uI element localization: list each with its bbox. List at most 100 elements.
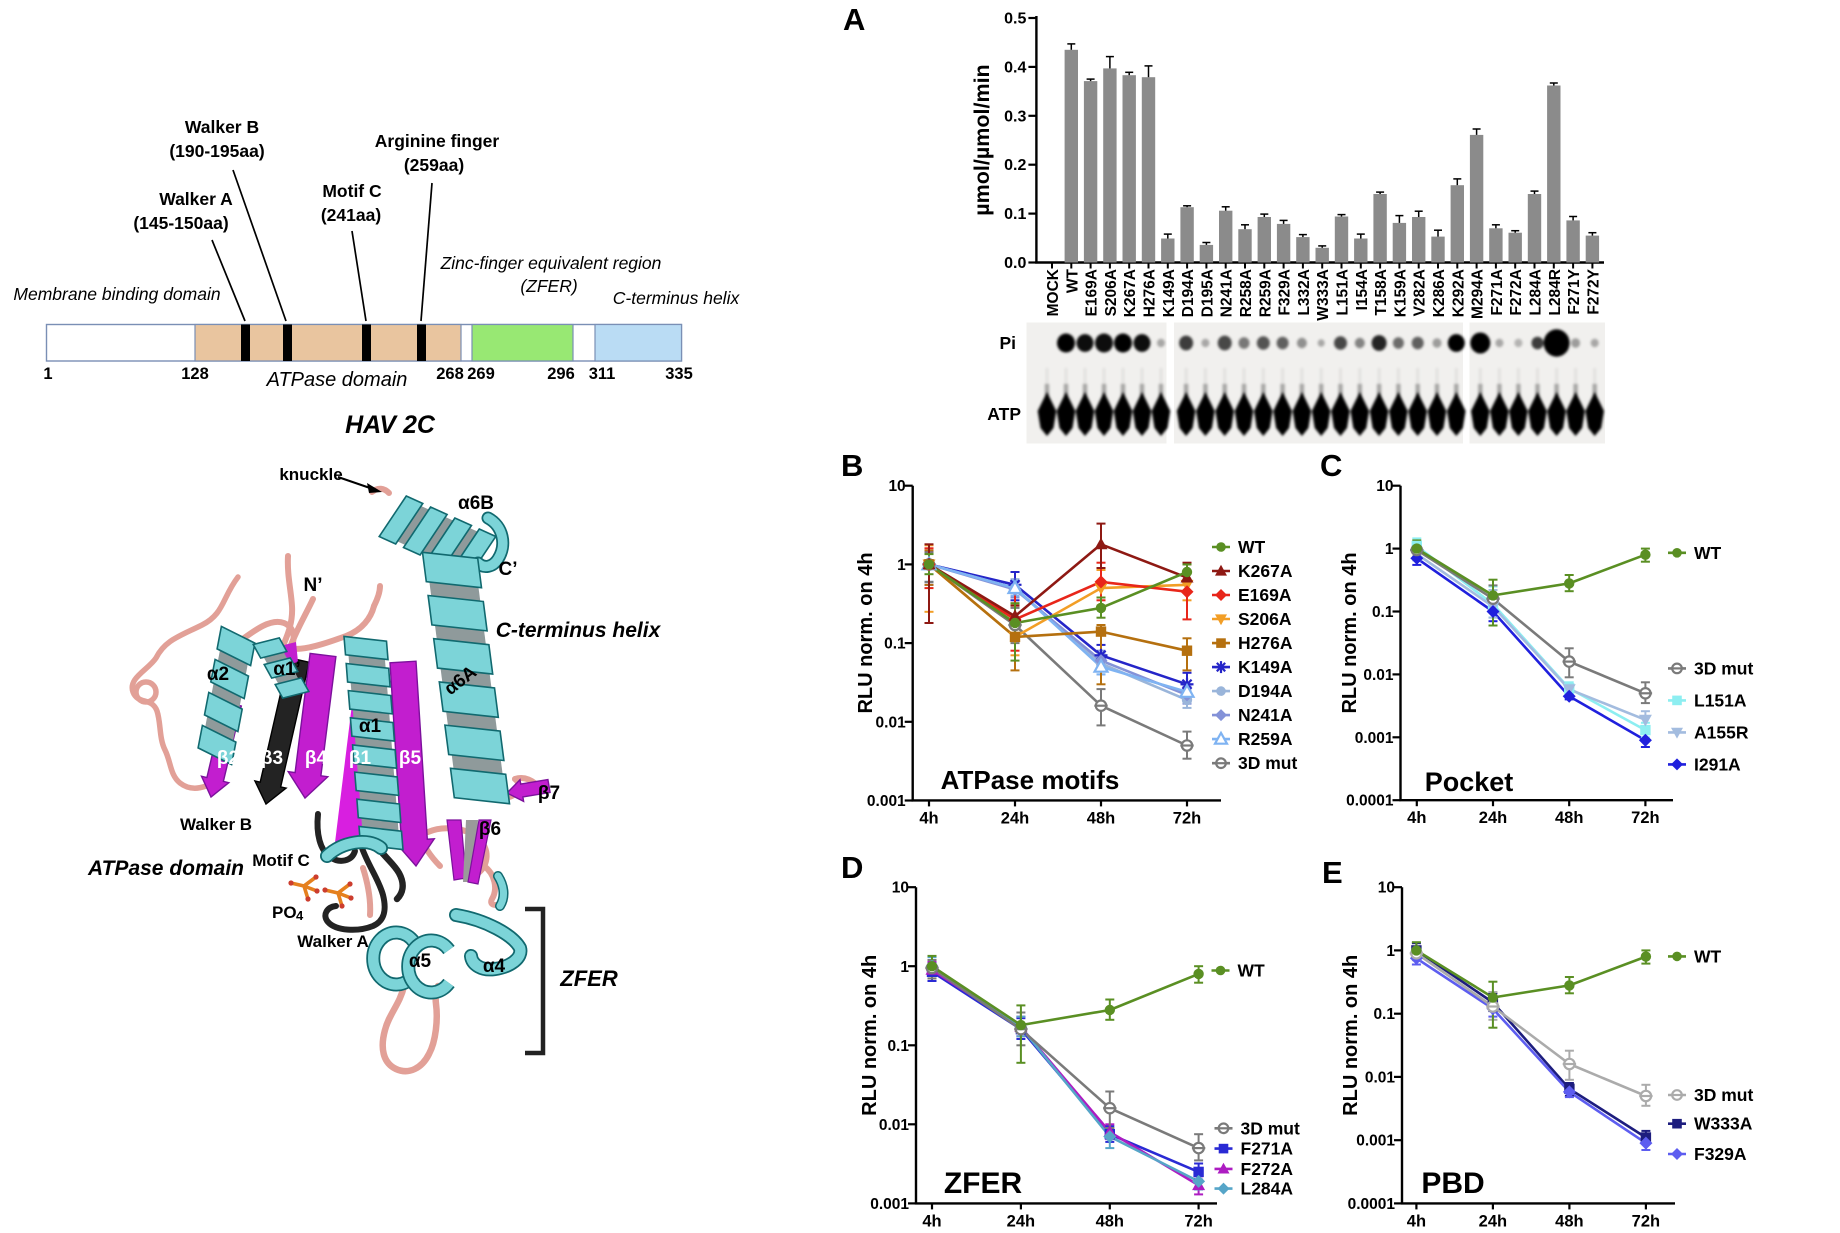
svg-text:I291A: I291A	[1694, 754, 1741, 774]
svg-text:K267A: K267A	[1238, 561, 1293, 581]
svg-text:RLU norm. on 4h: RLU norm. on 4h	[859, 955, 881, 1116]
svg-text:K159A: K159A	[1392, 269, 1409, 317]
svg-text:K149A: K149A	[1238, 657, 1293, 677]
svg-text:F271Y: F271Y	[1566, 268, 1583, 314]
svg-text:72h: 72h	[1631, 809, 1659, 827]
svg-text:F272A: F272A	[1241, 1159, 1294, 1179]
svg-text:24h: 24h	[1479, 1212, 1507, 1230]
svg-text:1: 1	[897, 557, 906, 574]
svg-text:48h: 48h	[1555, 1212, 1583, 1230]
svg-text:RLU norm. on 4h: RLU norm. on 4h	[1340, 955, 1362, 1116]
svg-text:A155R: A155R	[1694, 722, 1749, 742]
svg-text:72h: 72h	[1173, 809, 1201, 827]
svg-text:0.001: 0.001	[1355, 730, 1394, 747]
svg-text:D194A: D194A	[1180, 269, 1197, 317]
svg-text:β6: β6	[479, 819, 501, 840]
svg-text:N241A: N241A	[1219, 269, 1236, 317]
svg-text:311: 311	[589, 365, 616, 383]
svg-text:H276A: H276A	[1142, 269, 1159, 317]
svg-text:ZFER: ZFER	[559, 966, 618, 991]
svg-text:D: D	[841, 850, 863, 885]
svg-text:R259A: R259A	[1238, 729, 1293, 749]
svg-text:E: E	[1322, 855, 1343, 890]
svg-text:0.001: 0.001	[867, 793, 906, 810]
svg-text:knuckle: knuckle	[279, 465, 342, 484]
svg-text:L284R: L284R	[1547, 269, 1564, 316]
svg-text:β3: β3	[261, 748, 283, 769]
svg-text:0.01: 0.01	[876, 714, 907, 731]
svg-text:PBD: PBD	[1421, 1167, 1484, 1200]
svg-text:Zinc-finger equivalent region: Zinc-finger equivalent region	[440, 253, 662, 273]
svg-text:0.01: 0.01	[1363, 667, 1394, 684]
svg-text:268: 268	[436, 365, 464, 383]
svg-text:MOCK: MOCK	[1045, 268, 1062, 316]
svg-text:0.0001: 0.0001	[1348, 1196, 1396, 1213]
svg-text:1: 1	[43, 365, 52, 383]
svg-text:(190-195aa): (190-195aa)	[169, 141, 264, 161]
svg-text:RLU norm. on 4h: RLU norm. on 4h	[855, 552, 877, 713]
svg-text:ATPase domain: ATPase domain	[266, 369, 408, 391]
svg-text:N241A: N241A	[1238, 705, 1293, 725]
svg-text:0.1: 0.1	[1372, 604, 1394, 621]
svg-text:Motif C: Motif C	[252, 851, 310, 870]
svg-text:L284A: L284A	[1241, 1179, 1294, 1199]
svg-text:Walker B: Walker B	[180, 815, 252, 834]
svg-text:H276A: H276A	[1238, 633, 1293, 653]
svg-text:L332A: L332A	[1296, 269, 1313, 316]
svg-text:Pocket: Pocket	[1425, 767, 1514, 797]
svg-text:F329A: F329A	[1694, 1144, 1747, 1164]
svg-text:335: 335	[665, 365, 693, 383]
svg-text:N’: N’	[304, 575, 323, 596]
svg-text:3D mut: 3D mut	[1694, 1085, 1753, 1105]
svg-text:1: 1	[1386, 943, 1395, 960]
svg-text:10: 10	[1376, 478, 1393, 495]
svg-text:0.01: 0.01	[1365, 1069, 1396, 1086]
svg-text:Pi: Pi	[999, 333, 1016, 353]
svg-text:72h: 72h	[1184, 1212, 1212, 1230]
svg-text:WT: WT	[1694, 946, 1722, 966]
svg-text:K286A: K286A	[1431, 269, 1448, 317]
svg-text:W333A: W333A	[1315, 269, 1332, 321]
svg-text:β4: β4	[305, 748, 328, 769]
svg-text:R259A: R259A	[1257, 269, 1274, 317]
svg-text:B: B	[841, 448, 863, 483]
svg-text:ATP: ATP	[987, 404, 1021, 424]
svg-text:(145-150aa): (145-150aa)	[133, 213, 228, 233]
svg-text:(259aa): (259aa)	[404, 155, 464, 175]
svg-text:E169A: E169A	[1238, 585, 1292, 605]
svg-text:3D mut: 3D mut	[1238, 753, 1297, 773]
svg-text:C: C	[1320, 448, 1342, 483]
svg-text:Walker A: Walker A	[297, 932, 369, 951]
svg-text:I154A: I154A	[1354, 269, 1371, 310]
svg-text:24h: 24h	[1001, 809, 1029, 827]
svg-text:128: 128	[181, 365, 209, 383]
svg-text:L284A: L284A	[1528, 269, 1545, 316]
svg-text:β2: β2	[217, 748, 239, 769]
svg-text:α4: α4	[483, 956, 506, 977]
svg-text:C-terminus helix: C-terminus helix	[496, 619, 662, 642]
svg-text:0.5: 0.5	[1004, 11, 1026, 28]
svg-text:β7: β7	[538, 783, 560, 804]
svg-text:WT: WT	[1064, 268, 1081, 293]
svg-text:HAV 2C: HAV 2C	[345, 411, 436, 439]
svg-text:(241aa): (241aa)	[321, 205, 381, 225]
svg-text:W333A: W333A	[1694, 1114, 1753, 1134]
svg-text:48h: 48h	[1555, 809, 1583, 827]
svg-text:F272A: F272A	[1508, 269, 1525, 316]
svg-text:10: 10	[1378, 880, 1395, 897]
svg-text:296: 296	[547, 365, 575, 383]
svg-text:F271A: F271A	[1241, 1139, 1294, 1159]
svg-text:L151A: L151A	[1335, 269, 1352, 316]
svg-text:ATPase domain: ATPase domain	[87, 857, 244, 880]
svg-text:0.0: 0.0	[1004, 255, 1026, 272]
svg-text:0.0001: 0.0001	[1346, 793, 1394, 810]
svg-text:RLU norm. on 4h: RLU norm. on 4h	[1339, 552, 1361, 713]
svg-text:0.1: 0.1	[884, 636, 906, 653]
svg-text:α5: α5	[409, 951, 432, 972]
svg-text:M294A: M294A	[1470, 269, 1487, 319]
svg-text:4h: 4h	[919, 809, 938, 827]
svg-text:K292A: K292A	[1450, 269, 1467, 317]
svg-text:1: 1	[900, 959, 909, 976]
svg-text:WT: WT	[1238, 537, 1266, 557]
svg-text:α6B: α6B	[458, 493, 494, 514]
